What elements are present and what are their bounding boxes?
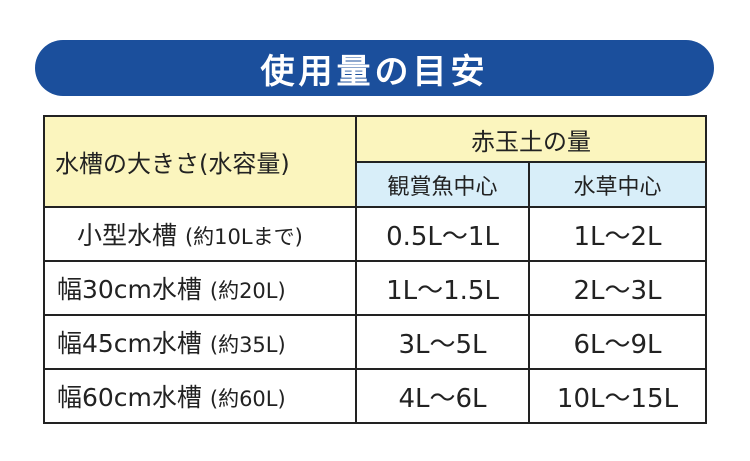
usage-table: 水槽の大きさ(水容量) 赤玉土の量 観賞魚中心 水草中心 小型水槽 (約10Lま…	[43, 115, 707, 424]
tank-volume: (約20L)	[209, 279, 286, 303]
tank-volume: (約10Lまで)	[184, 225, 303, 249]
header-fish-centered: 観賞魚中心	[355, 161, 530, 208]
tank-volume: (約35L)	[209, 333, 286, 357]
table-row: 幅60cm水槽 (約60L) 4L～6L 10L～15L	[43, 368, 707, 424]
tank-type: 小型水槽	[77, 221, 178, 250]
plant-amount-cell: 6L～9L	[528, 314, 707, 370]
tank-volume: (約60L)	[209, 387, 286, 411]
fish-amount-cell: 3L～5L	[355, 314, 530, 370]
title-banner: 使用量の目安	[35, 40, 714, 96]
fish-amount-cell: 1L～1.5L	[355, 260, 530, 316]
table-header-row: 水槽の大きさ(水容量) 赤玉土の量	[43, 115, 707, 208]
plant-amount-cell: 2L～3L	[528, 260, 707, 316]
tank-size-cell: 幅30cm水槽 (約20L)	[43, 260, 357, 316]
table-row: 幅45cm水槽 (約35L) 3L～5L 6L～9L	[43, 314, 707, 370]
table-subheader-row: 観賞魚中心 水草中心	[44, 161, 707, 208]
tank-size-cell: 小型水槽 (約10Lまで)	[43, 206, 357, 262]
tank-type: 幅45cm水槽	[57, 329, 202, 358]
fish-amount-cell: 4L～6L	[355, 368, 530, 424]
table-row: 幅30cm水槽 (約20L) 1L～1.5L 2L～3L	[43, 260, 707, 316]
header-plant-centered: 水草中心	[528, 161, 707, 208]
header-soil-amount: 赤玉土の量	[355, 115, 707, 163]
tank-type: 幅60cm水槽	[57, 383, 202, 412]
plant-amount-cell: 10L～15L	[528, 368, 707, 424]
table-row: 小型水槽 (約10Lまで) 0.5L～1L 1L～2L	[43, 206, 707, 262]
tank-size-cell: 幅60cm水槽 (約60L)	[43, 368, 357, 424]
header-tank-size: 水槽の大きさ(水容量)	[43, 115, 357, 208]
plant-amount-cell: 1L～2L	[528, 206, 707, 262]
fish-amount-cell: 0.5L～1L	[355, 206, 530, 262]
tank-type: 幅30cm水槽	[57, 275, 202, 304]
page-title: 使用量の目安	[260, 51, 489, 92]
tank-size-cell: 幅45cm水槽 (約35L)	[43, 314, 357, 370]
